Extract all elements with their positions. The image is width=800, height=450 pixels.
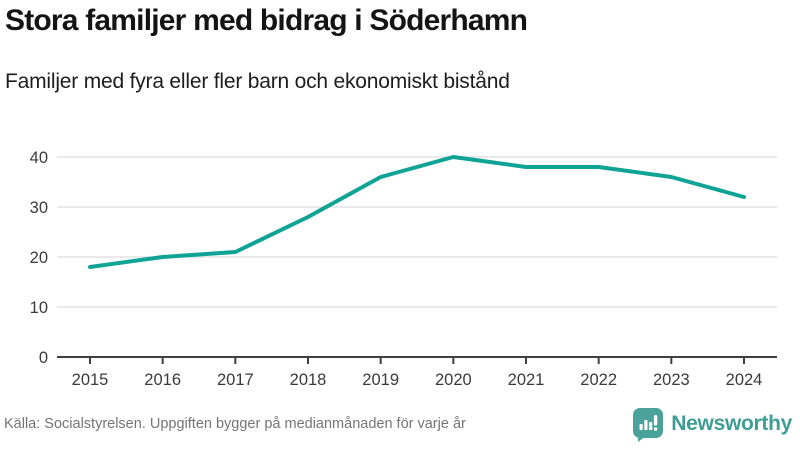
x-tick-label: 2018	[290, 371, 327, 389]
y-tick-label: 40	[30, 149, 48, 167]
y-tick-label: 20	[30, 249, 48, 267]
y-tick-label: 0	[39, 349, 48, 367]
chart-title: Stora familjer med bidrag i Söderhamn	[5, 4, 528, 37]
x-tick-label: 2017	[217, 371, 254, 389]
line-chart: 0 10 20 30 40 2015 2016 2017 2018 2019 2020 2021 202…	[30, 149, 777, 389]
x-tick-label: 2021	[508, 371, 545, 389]
footer: Källa: Socialstyrelsen. Uppgiften bygger…	[0, 404, 800, 450]
logo-wordmark: Newsworthy	[671, 412, 792, 435]
data-line-series	[88, 155, 746, 269]
bar-chart-speech-bubble-icon	[633, 407, 664, 442]
x-tick-label: 2024	[726, 371, 763, 389]
x-tick-label: 2019	[362, 371, 399, 389]
newsworthy-logo: Newsworthy	[632, 407, 792, 442]
x-tick-label: 2023	[653, 371, 690, 389]
y-tick-label: 10	[30, 299, 48, 317]
x-tick-label: 2016	[144, 371, 181, 389]
y-tick-label: 30	[30, 199, 48, 217]
x-tick-label: 2015	[72, 371, 109, 389]
x-tick-label: 2022	[580, 371, 617, 389]
source-note: Källa: Socialstyrelsen. Uppgiften bygger…	[4, 416, 466, 432]
chart-subtitle: Familjer med fyra eller fler barn och ek…	[5, 70, 510, 93]
x-tick-label: 2020	[435, 371, 472, 389]
